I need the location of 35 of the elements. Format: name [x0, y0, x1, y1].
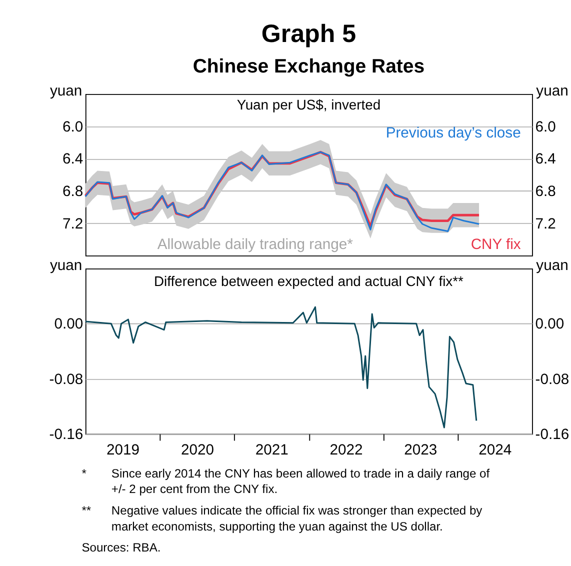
y-tick-label: 6.8: [62, 184, 84, 200]
annotation: Allowable daily trading range*: [157, 237, 354, 254]
y-tick-label: 7.2: [62, 216, 84, 232]
source-note: Sources: RBA.: [82, 540, 161, 555]
y2-tick-label: 0.00: [535, 316, 564, 333]
y2-axis-title: yuan: [536, 258, 568, 274]
y-axis-title: yuan: [50, 83, 82, 100]
y-axis-title: yuan: [50, 258, 82, 274]
y2-tick-label: -0.16: [535, 426, 570, 443]
text: * Since early 2014 the CNY has been allowed to trade in a daily range of +/- 2 per cent from the CNY fix.: [82, 466, 490, 496]
y-tick-label: -0.16: [49, 426, 84, 443]
x-tick-label: 2022: [330, 442, 363, 459]
y2-tick-label: 6.4: [535, 152, 556, 168]
y-tick-label: 6.4: [62, 152, 84, 168]
y-tick-label: -0.08: [49, 372, 84, 388]
line-series: [84, 306, 478, 428]
chart-title: Graph 5: [261, 20, 356, 48]
y2-axis-title: yuan: [536, 83, 568, 100]
x-tick-label: 2019: [106, 442, 140, 459]
y2-tick-label: 7.2: [535, 216, 556, 232]
text: Previous day’s close: [386, 126, 521, 142]
y2-tick-label: 6.8: [535, 184, 556, 200]
chart-subtitle: Chinese Exchange Rates: [192, 56, 425, 78]
y-tick-label: 0.00: [54, 316, 84, 333]
annotation: Yuan per US$, inverted: [236, 96, 381, 113]
text: ** Negative values indicate the official fix was stronger than expected by market economists, supporting the yuan against the US dollar.: [82, 504, 482, 534]
y-tick-label: 6.0: [62, 119, 84, 136]
x-tick-label: 2020: [181, 442, 214, 459]
x-tick-label: 2023: [404, 442, 438, 459]
y2-tick-label: -0.08: [535, 372, 570, 388]
series-label: CNY fix: [470, 237, 522, 254]
x-tick-label: 2021: [255, 442, 288, 459]
chart-title: Difference between expected and actual CNY fix**: [154, 273, 464, 290]
y2-tick-label: 6.0: [535, 119, 556, 136]
x-tick-label: 2024: [478, 442, 512, 459]
